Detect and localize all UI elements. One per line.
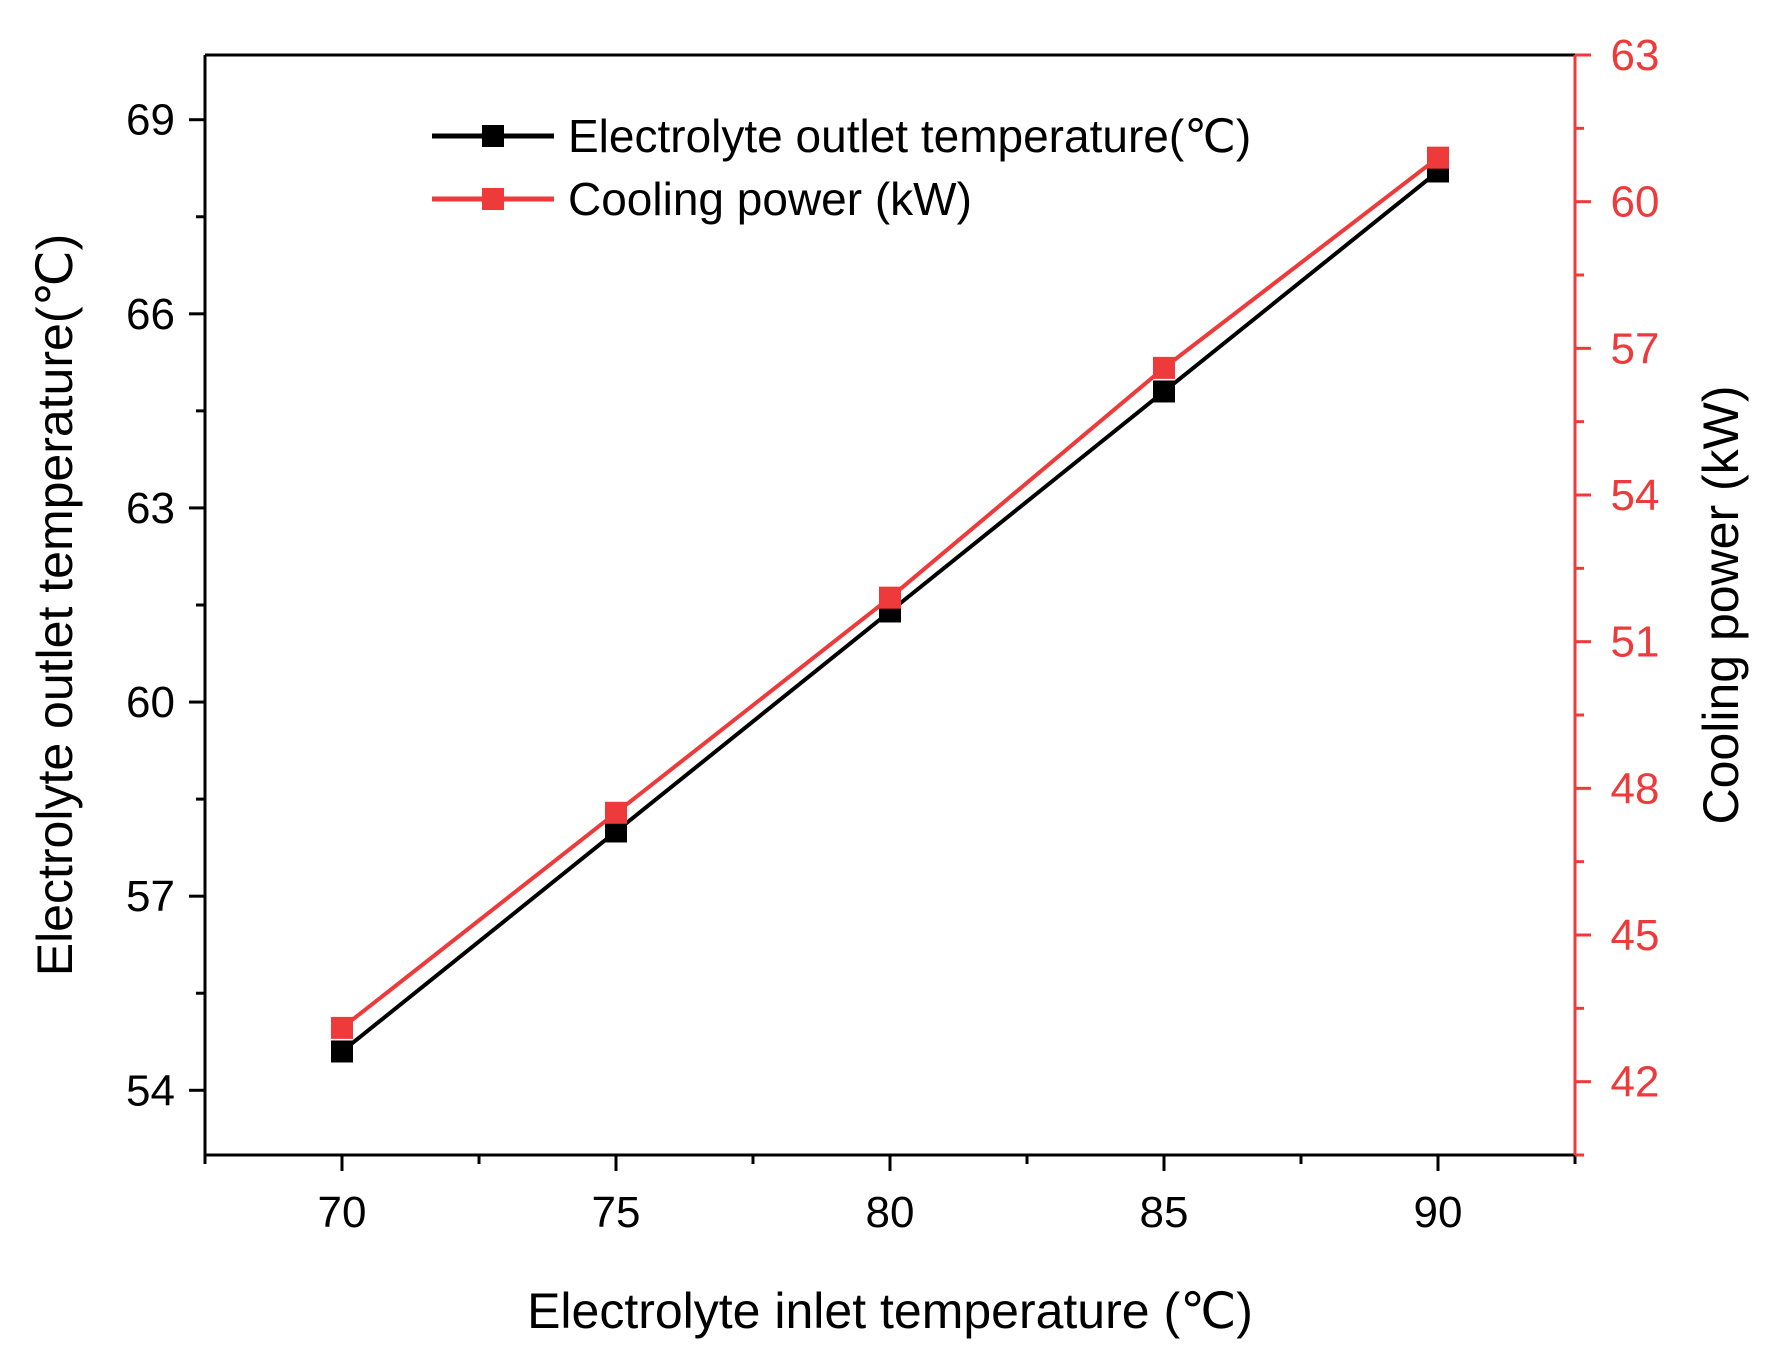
legend-marker <box>482 188 504 210</box>
data-point-outlet-temperature <box>331 1040 353 1063</box>
y-tick-label: 69 <box>126 96 175 145</box>
x-tick-label: 80 <box>866 1188 915 1237</box>
legend-label: Electrolyte outlet temperature(℃) <box>568 110 1251 162</box>
x-tick-label: 90 <box>1414 1188 1463 1237</box>
data-point-cooling-power <box>879 586 901 609</box>
legend-marker <box>482 125 504 147</box>
x-tick-label: 85 <box>1140 1188 1189 1237</box>
y2-tick-label: 57 <box>1611 324 1660 373</box>
series-layer <box>331 146 1449 1063</box>
y2-tick-label: 63 <box>1611 31 1660 80</box>
data-point-outlet-temperature <box>605 820 627 843</box>
y-tick-label: 66 <box>126 290 175 339</box>
data-point-cooling-power <box>1427 146 1449 169</box>
x-tick-label: 70 <box>318 1188 367 1237</box>
data-point-outlet-temperature <box>1153 380 1175 403</box>
y-axis-left-title: Electrolyte outlet temperature(℃) <box>27 234 83 977</box>
y2-tick-label: 51 <box>1611 618 1660 667</box>
data-point-cooling-power <box>605 801 627 824</box>
x-axis: 70 75 80 85 90 <box>203 1155 1577 1237</box>
y2-tick-label: 45 <box>1611 911 1660 960</box>
legend-label: Cooling power (kW) <box>568 173 972 225</box>
x-tick-label: 75 <box>592 1188 641 1237</box>
y2-tick-label: 42 <box>1611 1058 1660 1107</box>
x-axis-title: Electrolyte inlet temperature (℃) <box>527 1283 1253 1339</box>
y-tick-label: 60 <box>126 678 175 727</box>
data-point-cooling-power <box>1153 356 1175 379</box>
y-axis-right-title: Cooling power (kW) <box>1693 385 1749 824</box>
legend: Electrolyte outlet temperature(℃) Cooling… <box>432 110 1251 225</box>
y-tick-label: 54 <box>126 1066 175 1115</box>
y-tick-label: 57 <box>126 872 175 921</box>
data-point-cooling-power <box>331 1016 353 1039</box>
y-tick-label: 63 <box>126 484 175 533</box>
y-axis-right: 42 45 48 51 54 57 60 63 <box>1575 31 1660 1157</box>
y-axis-left: 54 57 60 63 66 69 <box>126 96 205 1115</box>
y2-tick-label: 54 <box>1611 471 1660 520</box>
y2-tick-label: 60 <box>1611 178 1660 227</box>
y2-tick-label: 48 <box>1611 764 1660 813</box>
